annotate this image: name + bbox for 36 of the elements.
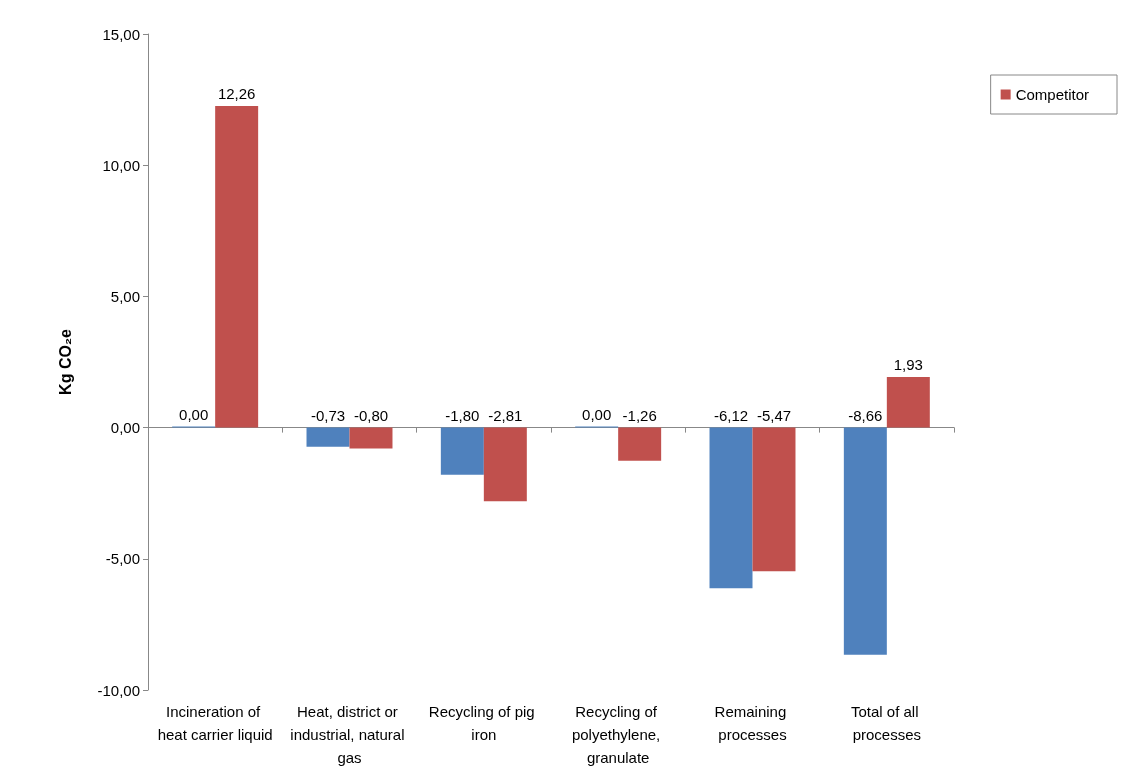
data-label: -5,47 [756,406,792,424]
data-label: -1,80 [445,406,480,424]
data-label: -8,66 [848,406,883,424]
legend-label: Competitor [1015,86,1089,103]
y-tick-label: -5,00 [105,550,140,568]
data-label: 12,26 [217,84,256,102]
bar [349,427,393,449]
data-label: -1,26 [622,406,657,424]
bar [618,427,662,461]
data-label: 0,00 [179,405,209,423]
y-tick-label: 10,00 [102,156,140,174]
data-label: 0,00 [582,405,612,423]
bar [440,427,484,475]
x-tick-label: Total of all processes [850,703,923,743]
data-label: -0,80 [353,406,389,424]
x-tick-label: Recycling of polyethylene, granulate [571,703,665,766]
y-tick-label: 15,00 [102,25,140,43]
bar [752,427,796,572]
x-tick-label: Incineration of heat carrier liquid [157,703,273,743]
bar [843,427,887,655]
data-label: -6,12 [713,406,749,424]
y-tick-label: 0,00 [110,419,140,437]
data-label: -0,73 [310,406,346,424]
bar [709,427,753,589]
x-tick-label: Heat, district or industrial, natural gas [290,703,409,766]
data-label: -2,81 [488,406,523,424]
y-axis-title: Kg CO₂e [56,329,74,395]
bar [483,427,527,502]
y-tick-label: -10,00 [97,681,140,699]
x-tick-label: Remaining processes [714,703,791,743]
bar [306,427,350,447]
bar [886,376,930,428]
data-label: 1,93 [893,355,923,373]
x-tick-label: Recycling of pig iron [428,703,539,743]
bar [215,105,259,428]
y-tick-label: 5,00 [110,287,140,305]
